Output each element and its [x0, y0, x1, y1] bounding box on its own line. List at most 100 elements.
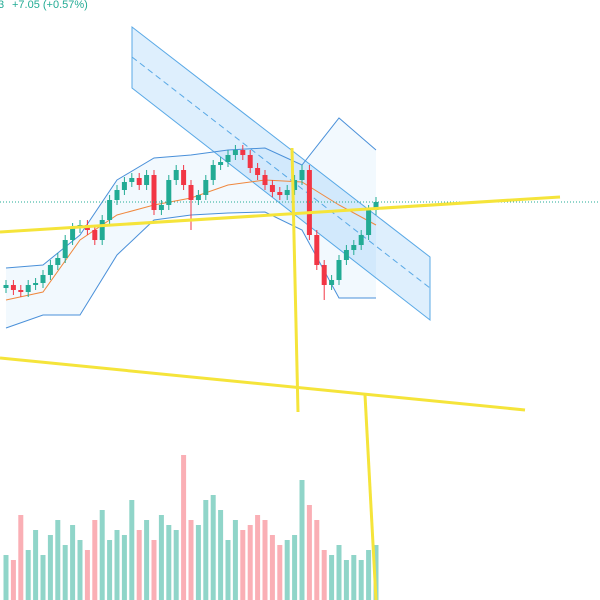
volume-bar: [173, 530, 179, 600]
candle-body: [358, 235, 364, 245]
candle-body: [269, 185, 275, 192]
volume-bar: [343, 560, 349, 600]
candle-body: [284, 190, 290, 195]
candle-body: [247, 155, 253, 168]
candle-body: [136, 178, 142, 185]
candle-body: [62, 240, 68, 258]
candle-body: [18, 290, 24, 292]
volume-bar: [99, 510, 105, 600]
candle-body: [107, 200, 113, 220]
volume-bar: [277, 545, 283, 600]
candle-body: [292, 180, 298, 190]
volume-bar: [84, 550, 90, 600]
candle-body: [181, 170, 187, 185]
volume-bar: [336, 545, 342, 600]
volume-bar: [158, 515, 164, 600]
candle-body: [144, 175, 150, 185]
band-fill: [6, 118, 376, 328]
candle-body: [255, 168, 261, 175]
candle-body: [3, 285, 9, 288]
volume-bar: [321, 550, 327, 600]
volume-bar: [47, 535, 53, 600]
candle-body: [166, 180, 172, 205]
channel-mid: [131, 56, 431, 289]
candle-body: [366, 210, 372, 235]
header-fragment: 3: [0, 0, 4, 11]
candle-body: [55, 258, 61, 265]
volume-bar: [18, 515, 24, 600]
volume-bar: [55, 520, 61, 600]
candle-body: [25, 285, 31, 292]
candle-body: [351, 245, 357, 250]
candle-body: [70, 228, 76, 240]
volume-bar: [10, 560, 16, 600]
volume-bar: [262, 520, 268, 600]
candle-body: [210, 165, 216, 180]
candle-body: [33, 283, 39, 285]
candle-body: [129, 178, 135, 182]
volume-bar: [366, 550, 372, 600]
volume-bar: [129, 500, 135, 600]
volume-bar: [232, 520, 238, 600]
drawings: [0, 147, 561, 600]
candle-body: [10, 285, 16, 290]
volume-bar: [166, 525, 172, 600]
volume-bar: [77, 540, 83, 600]
volume-bar: [292, 535, 298, 600]
volume-bar: [351, 555, 357, 600]
volume-bar: [269, 535, 275, 600]
candle-body: [373, 202, 379, 210]
candle-body: [336, 260, 342, 280]
volume-bar: [151, 540, 157, 600]
volume-bar: [70, 525, 76, 600]
candle-body: [225, 155, 231, 162]
volume-bar: [107, 540, 113, 600]
volume-bar: [144, 520, 150, 600]
candle-body: [240, 150, 246, 155]
volume-bar: [3, 555, 9, 600]
candle-body: [277, 192, 283, 195]
volume-bar: [306, 505, 312, 600]
volume-bar: [358, 560, 364, 600]
change-label: +7.05 (+0.57%): [12, 0, 88, 11]
volume-bar: [188, 520, 194, 600]
volume-bar: [136, 530, 142, 600]
volume-bar: [255, 515, 261, 600]
volume-bar: [225, 540, 231, 600]
candle-body: [218, 162, 224, 165]
volume-bar: [114, 530, 120, 600]
candle-body: [151, 175, 157, 210]
candle-body: [99, 220, 105, 240]
volume-bar: [299, 480, 305, 600]
candle-body: [92, 230, 98, 240]
volume-bar: [121, 535, 127, 600]
candle-body: [321, 265, 327, 285]
volume-bar: [284, 540, 290, 600]
volume-bar: [25, 550, 31, 600]
volume-bar: [33, 530, 39, 600]
candle-body: [232, 150, 238, 155]
candle-body: [203, 180, 209, 195]
candle-body: [262, 175, 268, 185]
candle-body: [40, 275, 46, 283]
volume-bar: [181, 455, 187, 600]
volume-bar: [247, 525, 253, 600]
volume-bar: [218, 510, 224, 600]
volume-bar: [240, 530, 246, 600]
candle-body: [343, 250, 349, 260]
volume-bar: [210, 495, 216, 600]
volume-bar: [92, 520, 98, 600]
candle-body: [158, 205, 164, 210]
candle-body: [314, 235, 320, 265]
candle-body: [195, 195, 201, 200]
volume-bar: [203, 500, 209, 600]
volume-bar: [62, 545, 68, 600]
candle-body: [114, 190, 120, 200]
volume-bar: [314, 520, 320, 600]
candle-body: [329, 280, 335, 285]
candle-body: [47, 265, 53, 275]
volume-bar: [329, 555, 335, 600]
volume-bar: [195, 525, 201, 600]
candle-body: [188, 185, 194, 200]
